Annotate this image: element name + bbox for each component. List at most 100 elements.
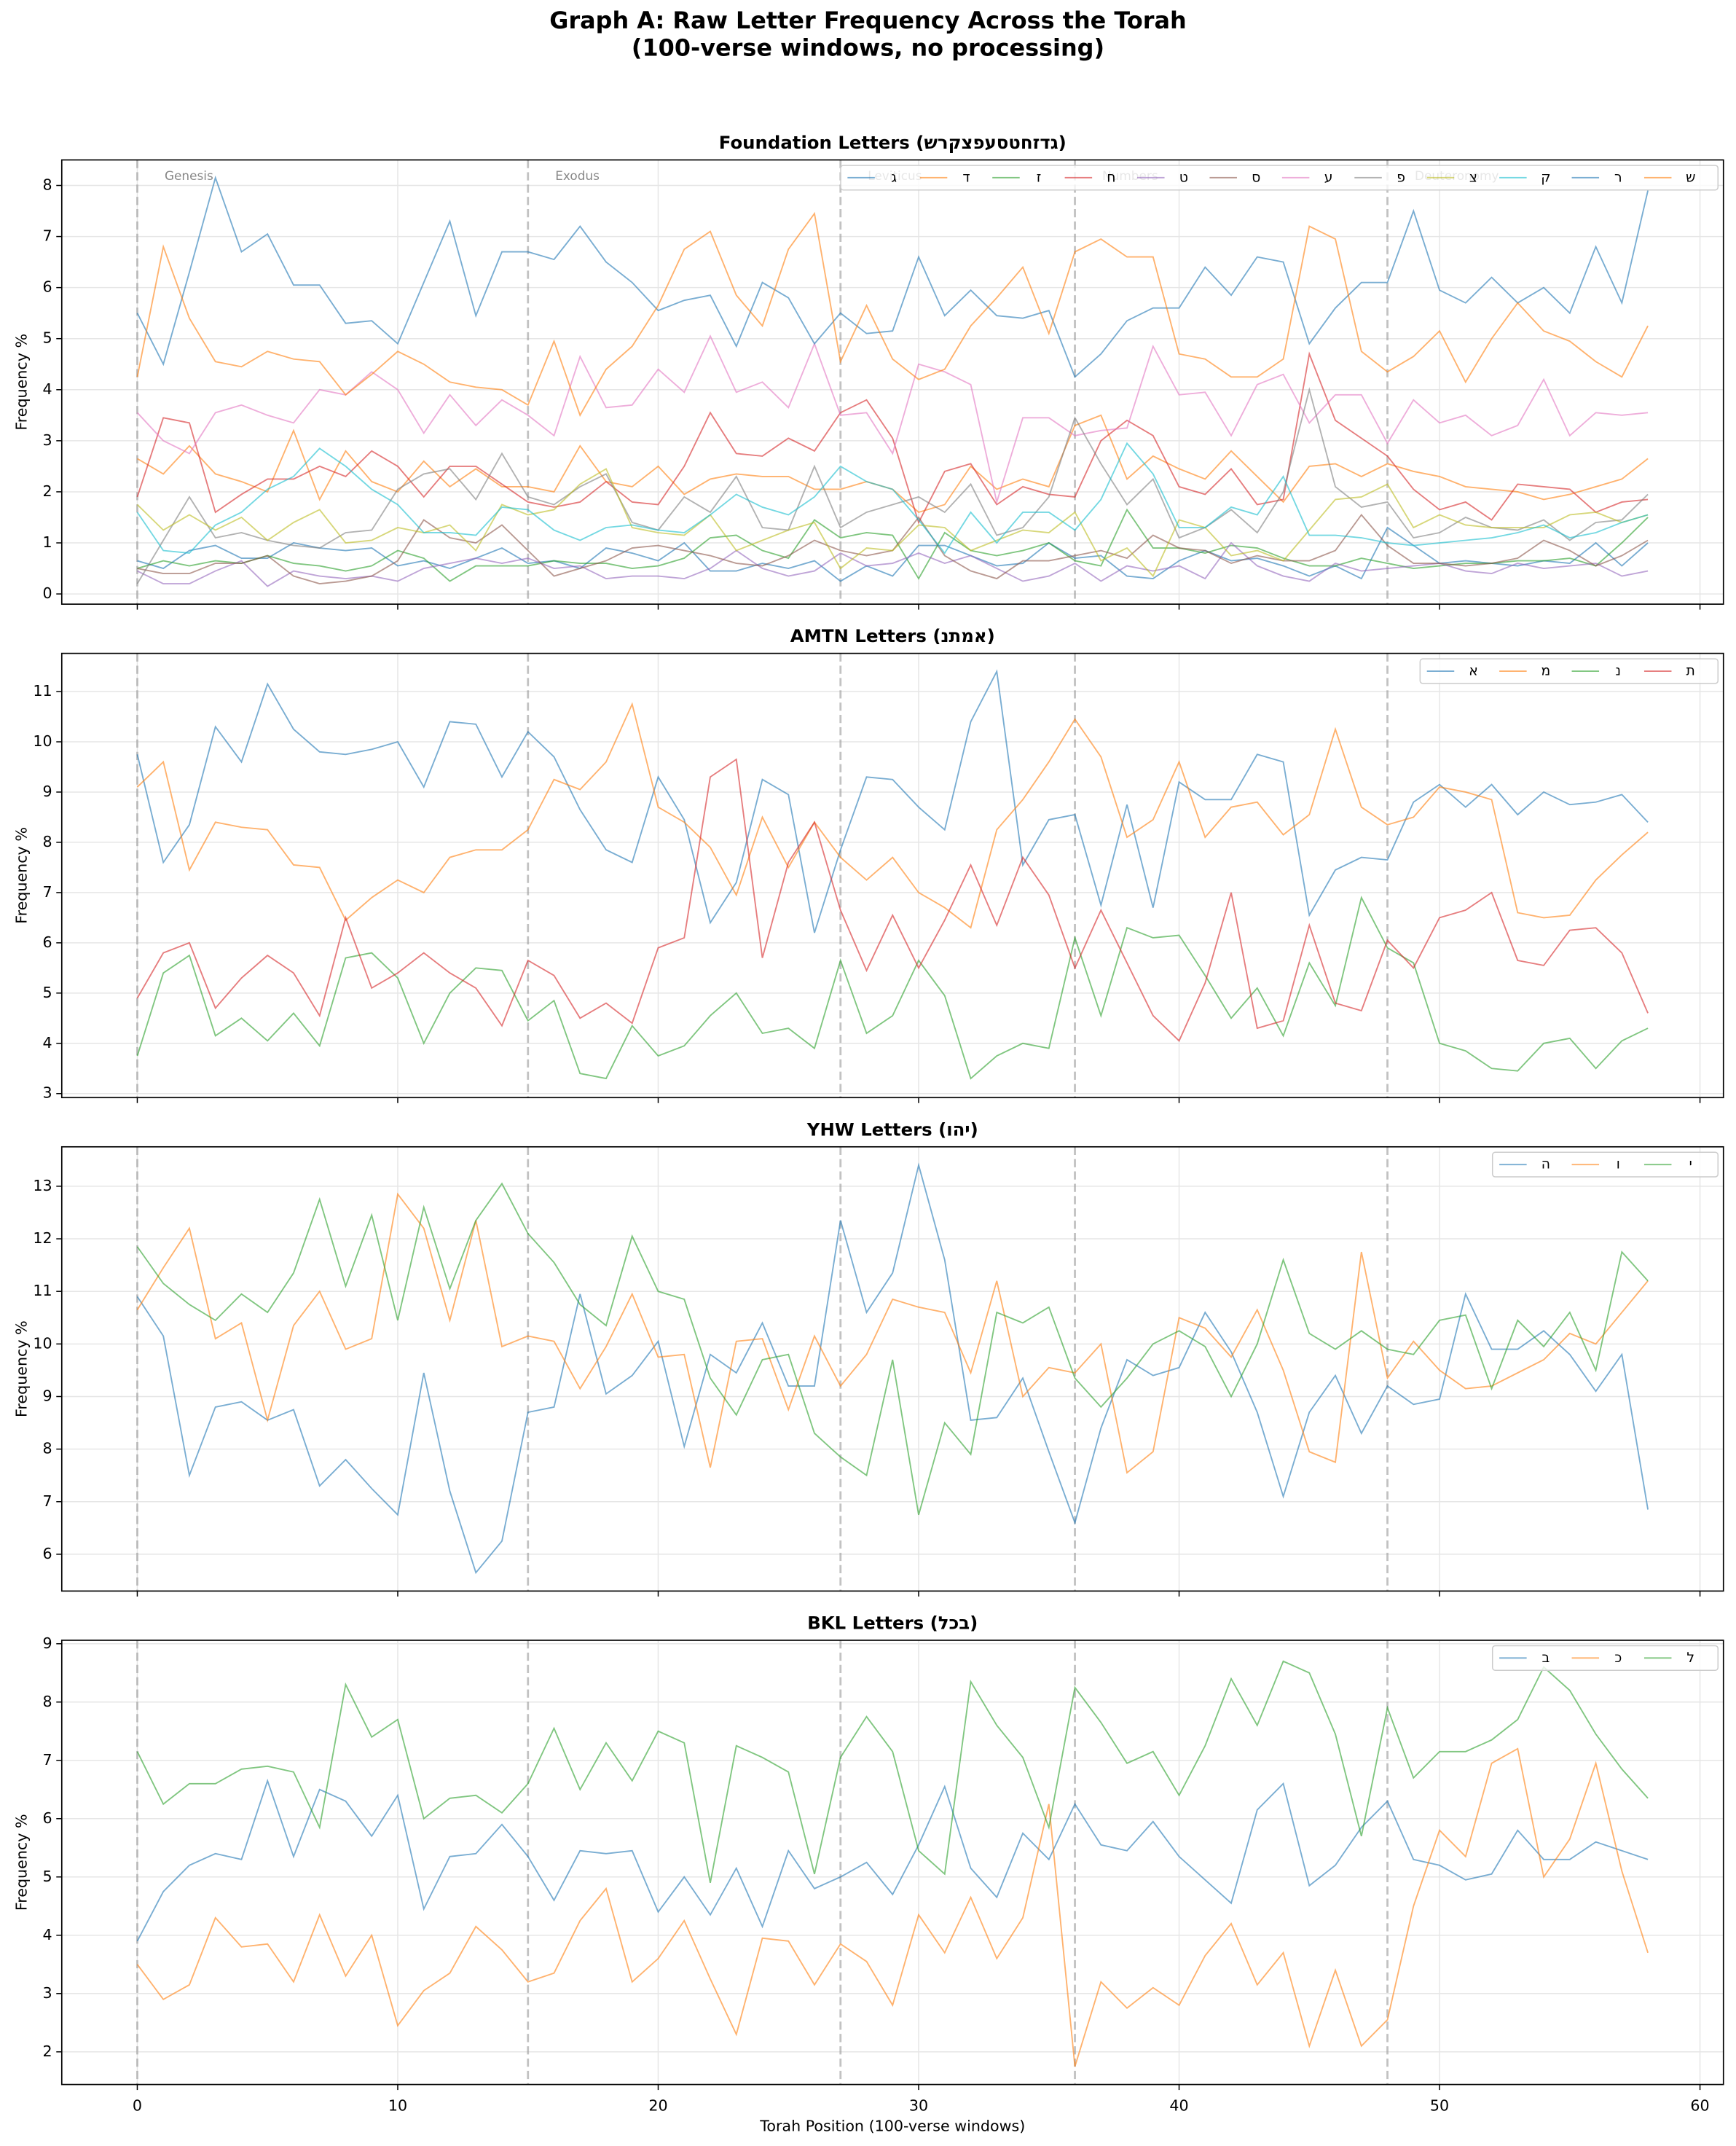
data-line xyxy=(136,1192,1649,1474)
panel-title: AMTN Letters (אמתנ) xyxy=(790,625,995,646)
data-line xyxy=(136,442,1649,555)
y-tick-label: 7 xyxy=(43,1751,52,1769)
x-tick-label: 10 xyxy=(388,2097,407,2115)
data-line xyxy=(136,387,1649,584)
data-line xyxy=(136,211,1649,418)
section-label: Exodus xyxy=(555,168,600,183)
panel-title: YHW Letters (יהו) xyxy=(806,1119,978,1140)
legend-label: ע xyxy=(1324,170,1333,185)
legend-label: ח xyxy=(1107,170,1115,185)
y-tick-label: 4 xyxy=(43,1034,52,1052)
legend-label: פ xyxy=(1397,170,1405,185)
panel-title: Foundation Letters (גדזחטסעפצקרש) xyxy=(719,132,1067,153)
y-tick-label: 6 xyxy=(43,933,52,951)
y-tick-label: 11 xyxy=(33,682,52,700)
data-line xyxy=(136,1778,1649,1942)
data-line xyxy=(136,1747,1649,2067)
data-line xyxy=(136,468,1649,578)
legend-box xyxy=(1491,1645,1719,1671)
legend-label: ו xyxy=(1617,1157,1620,1172)
axes-frame xyxy=(60,1640,1724,2086)
legend-label: ה xyxy=(1541,1157,1550,1172)
legend-label: י xyxy=(1689,1157,1692,1172)
panel: AMTN Letters (אמתנ) Frequency % 3 4 5 6 7 8 9 10 1… xyxy=(12,625,1724,1103)
y-tick-label: 9 xyxy=(43,1634,52,1652)
y-tick-label: 8 xyxy=(43,1440,52,1457)
axes-frame xyxy=(60,1146,1724,1592)
y-axis-label: Frequency % xyxy=(12,827,30,924)
data-line xyxy=(136,334,1649,505)
data-line xyxy=(136,1182,1649,1516)
panel-title: BKL Letters (בכל) xyxy=(807,1612,978,1633)
legend-label: ש xyxy=(1686,170,1695,185)
y-tick-label: 1 xyxy=(43,533,52,551)
legend-box xyxy=(1419,658,1719,684)
x-tick-label: 40 xyxy=(1169,2097,1188,2115)
panel: Foundation Letters (גדזחטסעפצקרש) Frequen… xyxy=(12,132,1724,610)
y-tick-label: 4 xyxy=(43,1926,52,1943)
y-tick-label: 3 xyxy=(43,431,52,449)
x-tick-label: 0 xyxy=(133,2097,142,2115)
x-axis-label: Torah Position (100-verse windows) xyxy=(759,2118,1025,2135)
figure-subtitle: (100-verse windows, no processing) xyxy=(632,34,1104,62)
data-line xyxy=(136,896,1649,1080)
data-line xyxy=(136,1162,1649,1575)
axes-frame xyxy=(60,159,1724,605)
y-tick-label: 7 xyxy=(43,1492,52,1510)
y-tick-label: 2 xyxy=(43,482,52,500)
y-axis-label: Frequency % xyxy=(12,334,30,431)
y-tick-label: 8 xyxy=(43,1693,52,1710)
legend-label: ז xyxy=(1037,170,1042,185)
data-line xyxy=(137,508,1649,582)
y-tick-label: 8 xyxy=(43,833,52,850)
panel: YHW Letters (יהו) Frequency % 6 7 8 9 10 11 12 13… xyxy=(12,1119,1724,1597)
axes-frame xyxy=(60,652,1724,1099)
y-tick-label: 10 xyxy=(33,1334,52,1352)
figure-title: Graph A: Raw Letter Frequency Across the… xyxy=(549,7,1186,34)
legend-label: כ xyxy=(1614,1650,1622,1666)
y-tick-label: 3 xyxy=(43,1984,52,2002)
y-tick-label: 2 xyxy=(43,2043,52,2060)
y-tick-label: 12 xyxy=(33,1229,52,1247)
x-tick-label: 50 xyxy=(1430,2097,1449,2115)
legend-label: ל xyxy=(1686,1650,1694,1666)
data-line xyxy=(136,702,1649,929)
legend-label: ט xyxy=(1179,170,1188,185)
x-tick-label: 60 xyxy=(1690,2097,1709,2115)
y-tick-label: 4 xyxy=(43,380,52,398)
legend-label: ק xyxy=(1541,170,1550,185)
y-tick-label: 11 xyxy=(33,1282,52,1299)
legend-box xyxy=(1491,1151,1719,1178)
y-axis-label: Frequency % xyxy=(12,1320,30,1417)
y-tick-label: 10 xyxy=(33,732,52,750)
legend-label: ר xyxy=(1614,170,1622,185)
y-tick-label: 8 xyxy=(43,176,52,194)
y-tick-label: 0 xyxy=(43,584,52,602)
legend-label: צ xyxy=(1469,170,1477,185)
y-tick-label: 6 xyxy=(43,1545,52,1562)
y-tick-label: 6 xyxy=(43,1809,52,1827)
legend-label: נ xyxy=(1616,664,1622,679)
x-tick-label: 20 xyxy=(648,2097,667,2115)
legend-label: ד xyxy=(962,170,970,185)
panel: BKL Letters (בכל) Frequency % 2 3 4 5 6 7 8 9 0 10 2… xyxy=(12,1612,1724,2135)
legend-box xyxy=(840,165,1719,191)
y-tick-label: 9 xyxy=(43,1387,52,1404)
legend-label: א xyxy=(1469,664,1478,679)
y-tick-label: 13 xyxy=(33,1177,52,1194)
data-line xyxy=(137,541,1649,587)
y-tick-label: 6 xyxy=(43,278,52,296)
legend-label: ת xyxy=(1686,664,1695,679)
y-tick-label: 7 xyxy=(43,227,52,245)
y-tick-label: 5 xyxy=(43,984,52,1001)
y-tick-label: 5 xyxy=(43,329,52,347)
data-line xyxy=(136,758,1649,1042)
legend-label: מ xyxy=(1541,664,1551,679)
